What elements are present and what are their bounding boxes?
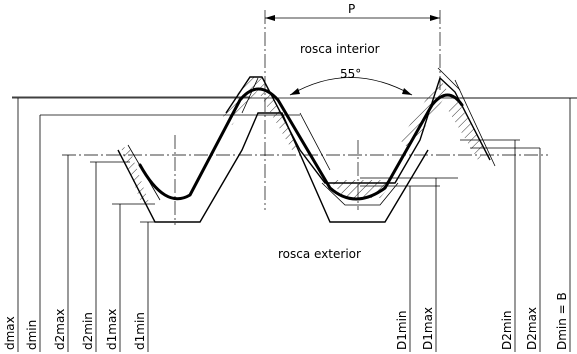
dim-d2max: d2max (53, 309, 67, 350)
axis-lines (174, 10, 441, 225)
dim-dmax: dmax (3, 316, 17, 350)
right-dimension-labels: D1min D1max D2min D2max Dmin = B (395, 292, 569, 350)
dim-D1max: D1max (421, 307, 435, 350)
interior-label: rosca interior (300, 42, 380, 56)
pitch-label: P (348, 2, 355, 16)
left-dimension-labels: dmax dmin d2max d2min d1max d1min (3, 309, 147, 350)
dim-d2min: d2min (81, 312, 95, 350)
rounded-thread-profile (138, 87, 464, 201)
pitch-dimension: P (265, 2, 440, 21)
angle-label: 55° (340, 67, 361, 81)
angle-dimension: 55° (289, 67, 413, 96)
dim-D2min: D2min (500, 310, 514, 350)
reference-lines (12, 96, 577, 223)
vertical-dimension-lines (17, 98, 571, 352)
dim-d1min: d1min (133, 312, 147, 350)
external-thread-profile (117, 112, 429, 223)
dim-d1max: d1max (105, 309, 119, 350)
dim-D1min: D1min (395, 310, 409, 350)
dim-dmin: dmin (25, 320, 39, 350)
internal-thread-profile (225, 67, 496, 184)
exterior-label: rosca exterior (278, 247, 361, 261)
dim-Dmin-B: Dmin = B (555, 292, 569, 350)
dim-D2max: D2max (525, 307, 539, 350)
